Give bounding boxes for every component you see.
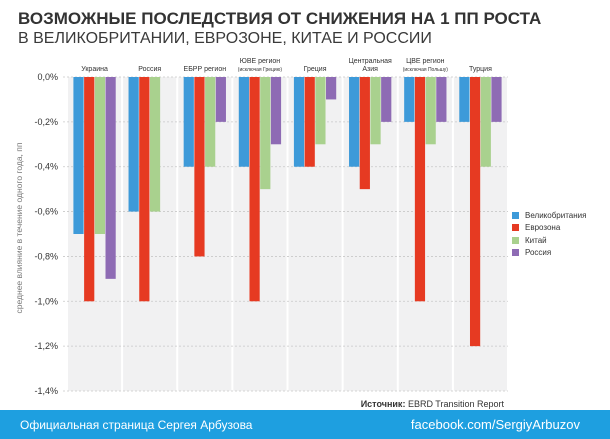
source-note: Источник: EBRD Transition Report [361,399,504,409]
bar [260,77,271,190]
bar [425,77,436,145]
category-label: ЦВЕ регион [406,58,445,65]
legend-item: Великобритания [512,209,586,222]
y-tick-label: -1,2% [34,341,58,351]
source-label: Источник: [360,399,406,409]
bar [304,77,315,167]
bar [194,77,205,257]
legend: Великобритания Еврозона Китай Россия [512,209,586,259]
bar [139,77,150,302]
y-tick-label: -1,0% [34,296,58,306]
source-text: EBRD Transition Report [407,399,504,409]
bar [315,77,326,145]
bar [94,77,106,234]
y-tick-label: -1,4% [34,386,58,396]
footer-page-name: Официальная страница Сергея Арбузова [20,418,253,432]
legend-item: Россия [512,247,586,260]
category-sublabel: Азия [362,66,378,73]
legend-swatch [512,236,519,244]
category-label: ЕБРР регион [184,66,227,73]
legend-label: Великобритания [525,210,587,220]
bar [84,77,95,302]
category-panel [398,77,452,391]
bar [73,77,84,234]
bar [491,77,502,122]
category-label: Россия [138,66,161,73]
legend-label: Россия [525,248,552,258]
bar [270,77,282,145]
bar [436,77,447,122]
bar [381,77,392,122]
bar [183,77,194,167]
bar [326,77,337,100]
bar [238,77,249,167]
category-label: Греция [304,66,327,73]
chart-subtitle: В ВЕЛИКОБРИТАНИИ, ЕВРОЗОНЕ, КИТАЕ И РОСС… [18,30,432,47]
y-tick-label: -0,2% [34,117,58,127]
category-panel [453,77,507,391]
footer-bar: Официальная страница Сергея Арбузова fac… [0,410,610,439]
bar [128,77,139,212]
bar [459,77,470,122]
category-label: Украина [81,66,108,73]
bar [293,77,305,167]
label-layer: 0,0% -0,2% -0,4% -0,6% -0,8% -1,0% -1,2% -1,4% У… [14,58,492,396]
legend-swatch [512,249,519,257]
y-tick-label: -0,4% [34,162,58,172]
bar [215,77,226,122]
legend-item: Китай [512,234,586,247]
bar [469,77,481,347]
category-label: Турция [469,66,492,73]
chart-title: ВОЗМОЖНЫЕ ПОСЛЕДСТВИЯ ОТ СНИЖЕНИЯ НА 1 П… [18,9,542,28]
bar [249,77,260,302]
footer-facebook-link[interactable]: facebook.com/SergiyArbuzov [410,417,580,432]
bar-layer [73,77,502,347]
bar [205,77,216,167]
category-sublabel: (исключая Грецию) [238,67,283,73]
bar [370,77,381,145]
legend-swatch [512,224,519,232]
legend-label: Еврозона [525,223,561,233]
category-label: ЮВЕ регион [240,58,280,65]
legend-swatch [512,211,519,219]
bar [404,77,415,122]
category-sublabel: (исключая Польшу) [403,67,449,73]
y-tick-label: -0,8% [34,251,58,261]
bar [149,77,161,212]
bar [359,77,370,190]
bar [480,77,491,167]
y-tick-label: -0,6% [34,207,58,217]
bar [105,77,116,279]
bar [349,77,360,167]
category-label: Центральная [349,58,392,65]
y-tick-label: 0,0% [37,72,58,82]
bar [414,77,426,302]
legend-label: Китай [525,235,547,245]
legend-item: Еврозона [512,222,586,235]
y-axis-label: среднее влияние в течение одного года, п… [14,142,24,313]
